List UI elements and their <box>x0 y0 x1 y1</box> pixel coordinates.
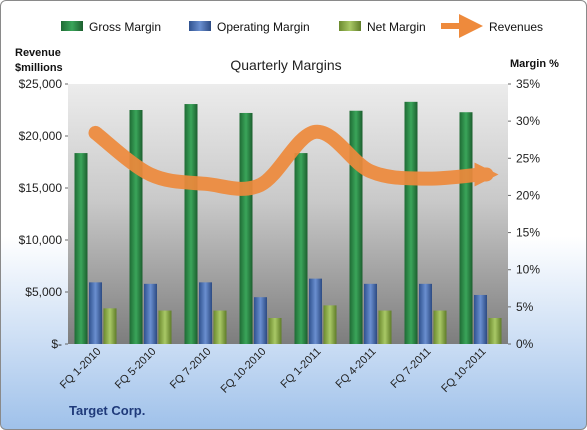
left-tick-label: $5,000 <box>25 285 62 299</box>
right-tick-label: 25% <box>516 151 540 165</box>
category-labels: FQ 1-2010 FQ 5-2010 FQ 7-2010 FQ 10-2010 FQ … <box>58 346 489 396</box>
bar-operating-margin-7 <box>419 283 432 344</box>
right-axis-title: Margin % <box>510 58 559 70</box>
right-axis-ticks: 0% 5% 10% 15% 20% 25% 30% 35% <box>508 77 540 351</box>
right-tick-label: 30% <box>516 114 540 128</box>
right-tick-label: 35% <box>516 77 540 91</box>
left-axis-title-line2: $millions <box>15 62 63 74</box>
category-label: FQ 10-2011 <box>439 346 488 395</box>
bar-gross-margin-6 <box>349 110 363 344</box>
chart-title: Quarterly Margins <box>230 57 341 73</box>
legend-label-revenues: Revenues <box>489 20 543 34</box>
revenue-line <box>88 124 499 196</box>
left-axis-ticks: $- $5,000 $10,000 $15,000 $20,000 $25,000 <box>19 77 68 351</box>
left-tick-label: $- <box>51 337 62 351</box>
bar-gross-margin-2 <box>129 110 143 344</box>
legend-swatch-operating-margin <box>189 21 211 31</box>
bar-gross-margin-1 <box>74 153 88 344</box>
bar-net-margin-7 <box>433 310 447 344</box>
right-tick-label: 15% <box>516 226 540 240</box>
bar-net-margin-6 <box>378 310 392 344</box>
left-axis-title-line1: Revenue <box>15 47 61 59</box>
right-tick-label: 5% <box>516 300 534 314</box>
bar-net-margin-3 <box>213 310 227 344</box>
left-tick-label: $10,000 <box>19 233 63 247</box>
revenue-line-layer <box>88 124 499 196</box>
bar-gross-margin-7 <box>404 101 418 344</box>
bar-gross-margin-3 <box>184 104 198 344</box>
bar-gross-margin-8 <box>459 112 473 344</box>
category-label: FQ 1-2010 <box>58 346 104 392</box>
right-tick-label: 20% <box>516 188 540 202</box>
legend-swatch-gross-margin <box>61 21 83 31</box>
bar-operating-margin-5 <box>309 278 322 344</box>
bar-net-margin-5 <box>323 305 337 344</box>
legend-swatch-net-margin <box>339 21 361 31</box>
bar-operating-margin-2 <box>144 283 157 344</box>
bar-operating-margin-6 <box>364 283 377 344</box>
bar-operating-margin-8 <box>474 294 487 344</box>
category-label: FQ 5-2010 <box>113 346 159 392</box>
bar-gross-margin-4 <box>239 112 253 344</box>
bar-operating-margin-3 <box>199 282 212 344</box>
bar-net-margin-1 <box>103 308 117 344</box>
bar-net-margin-4 <box>268 318 282 344</box>
bar-gross-margin-5 <box>294 153 308 344</box>
left-tick-label: $20,000 <box>19 129 63 143</box>
left-tick-label: $15,000 <box>19 181 63 195</box>
legend: Gross Margin Operating Margin Net Margin… <box>61 14 543 38</box>
right-tick-label: 10% <box>516 263 540 277</box>
bar-net-margin-2 <box>158 310 172 344</box>
legend-label-operating-margin: Operating Margin <box>217 20 310 34</box>
legend-label-net-margin: Net Margin <box>367 20 426 34</box>
bar-net-margin-8 <box>488 318 502 344</box>
right-tick-label: 0% <box>516 337 534 351</box>
category-label: FQ 1-2011 <box>279 346 324 391</box>
category-label: FQ 10-2010 <box>219 346 269 396</box>
legend-label-gross-margin: Gross Margin <box>89 20 161 34</box>
footer-label: Target Corp. <box>69 403 145 418</box>
category-label: FQ 7-2011 <box>389 346 434 391</box>
category-label: FQ 4-2011 <box>334 346 379 391</box>
bar-operating-margin-1 <box>89 282 102 344</box>
left-tick-label: $25,000 <box>19 77 63 91</box>
category-label: FQ 7-2010 <box>168 346 214 392</box>
bar-operating-margin-4 <box>254 297 267 344</box>
